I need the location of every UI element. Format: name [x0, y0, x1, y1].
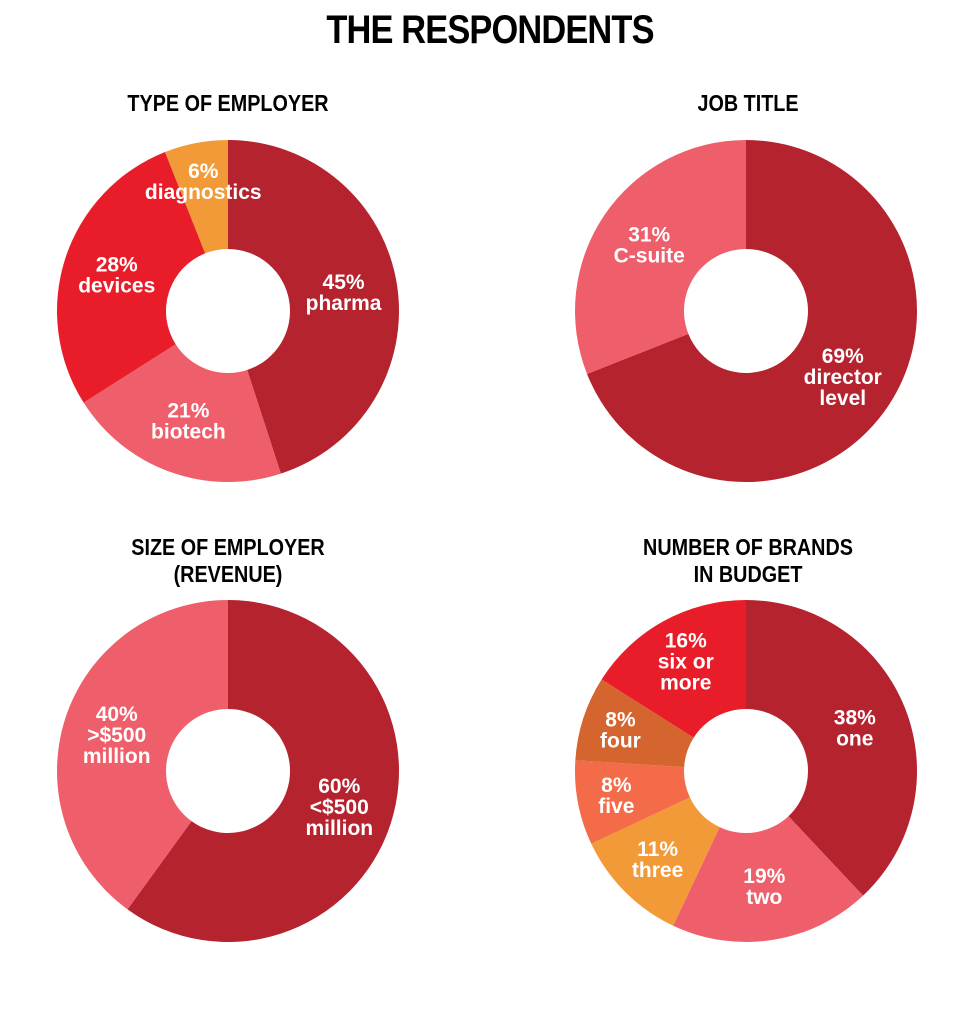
- donut-chart-type-of-employer: 45% pharma 21% biotech 28% devices 6% diagnosti…: [56, 140, 400, 482]
- donut-chart-job-title: 69% director level 31% C-suite: [575, 140, 917, 482]
- slice-label-c-suite: 31% C-suite: [614, 224, 685, 268]
- page-title: THE RESPONDENTS: [326, 8, 654, 52]
- slice-five: [575, 760, 690, 844]
- slice-label-line: million: [305, 817, 373, 840]
- slice-six-or-more: [601, 600, 746, 738]
- slice-label-500-million: 40% >$500 million: [83, 703, 151, 768]
- slice-label-six-or-more: 16% six or more: [658, 629, 714, 694]
- slice-c-suite: [575, 140, 746, 374]
- slice-label-one: 38% one: [834, 706, 876, 750]
- slice-label-line: three: [632, 859, 683, 882]
- slice-label-line: 45%: [323, 271, 365, 294]
- slice-label-pharma: 45% pharma: [306, 271, 382, 315]
- slice-label-line: biotech: [151, 421, 226, 444]
- slice-label-line: devices: [78, 274, 155, 297]
- slice-label-director-level: 69% director level: [804, 345, 882, 410]
- slice-label-two: 19% two: [743, 865, 785, 909]
- slice-diagnostics: [165, 140, 228, 254]
- chart-title-size-of-employer: SIZE OF EMPLOYER (REVENUE): [39, 534, 417, 588]
- slice-label-line: >$500: [87, 724, 146, 747]
- slice-label-line: 60%: [318, 775, 360, 798]
- slice-label-line: 6%: [188, 160, 219, 183]
- slice-one: [746, 600, 917, 896]
- slice-label-line: 38%: [834, 706, 876, 729]
- slice-label-line: level: [819, 387, 866, 410]
- slice-three: [591, 797, 720, 926]
- slice-label-line: five: [598, 795, 634, 818]
- chart-title-line: IN BUDGET: [693, 561, 803, 587]
- chart-title-line: (REVENUE): [173, 561, 283, 587]
- chart-title-job-title: JOB TITLE: [697, 90, 799, 116]
- slice-label-line: <$500: [310, 796, 369, 819]
- slice-label-line: 19%: [743, 865, 785, 888]
- slice-label-diagnostics: 6% diagnostics: [145, 160, 262, 204]
- slice-500-million: [127, 600, 400, 942]
- chart-title-number-of-brands: NUMBER OF BRANDS IN BUDGET: [559, 534, 937, 588]
- slice-label-line: 69%: [822, 345, 864, 368]
- slice-label-line: C-suite: [614, 245, 685, 268]
- slice-label-biotech: 21% biotech: [151, 400, 226, 444]
- slice-label-line: 40%: [96, 703, 138, 726]
- slice-label-line: six or: [658, 650, 714, 673]
- chart-title-line: SIZE OF EMPLOYER: [131, 534, 325, 560]
- slice-label-line: million: [83, 745, 151, 768]
- slice-label-line: 21%: [167, 400, 209, 423]
- slice-label-four: 8% four: [600, 709, 641, 753]
- slice-label-line: four: [600, 730, 641, 753]
- slice-label-line: director: [804, 366, 882, 389]
- slice-pharma: [228, 140, 400, 474]
- slice-four: [575, 679, 694, 768]
- slice-label-line: 8%: [605, 709, 636, 732]
- slice-label-line: diagnostics: [145, 181, 262, 204]
- slice-label-line: 31%: [628, 224, 670, 247]
- slice-label-line: 8%: [601, 774, 632, 797]
- slice-500-million: [56, 600, 228, 910]
- slice-label-line: two: [746, 886, 782, 909]
- slice-label-three: 11% three: [632, 838, 683, 882]
- slice-label-line: pharma: [306, 292, 382, 315]
- slice-devices: [56, 152, 206, 403]
- chart-title-type-of-employer: TYPE OF EMPLOYER: [127, 90, 329, 116]
- slice-two: [673, 816, 864, 942]
- slice-label-line: more: [660, 671, 711, 694]
- slice-label-five: 8% five: [598, 774, 634, 818]
- slice-label-line: 11%: [637, 838, 678, 861]
- slice-biotech: [83, 344, 281, 482]
- slice-label-500-million: 60% <$500 million: [305, 775, 373, 840]
- slice-director-level: [587, 140, 917, 482]
- slice-label-devices: 28% devices: [78, 253, 155, 297]
- slice-label-line: 16%: [665, 629, 707, 652]
- chart-title-line: NUMBER OF BRANDS: [643, 534, 853, 560]
- slice-label-line: one: [836, 727, 873, 750]
- slice-label-line: 28%: [96, 253, 138, 276]
